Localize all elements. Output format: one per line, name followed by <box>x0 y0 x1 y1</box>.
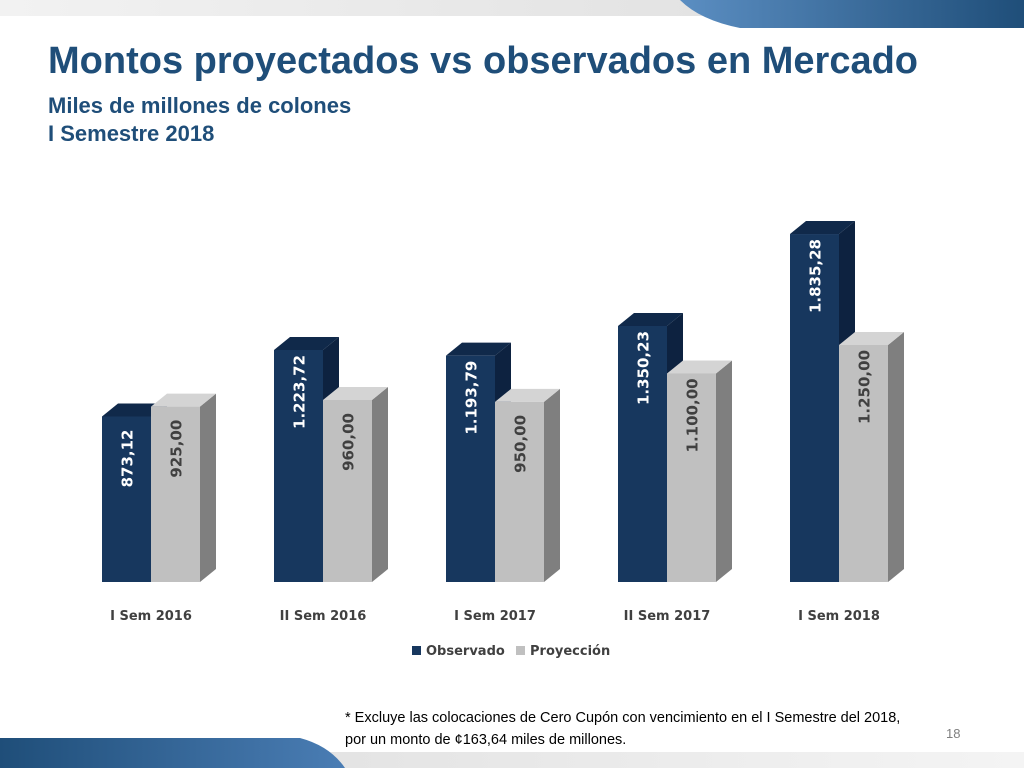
footnote: * Excluye las colocaciones de Cero Cupón… <box>345 710 901 748</box>
legend-label: Proyección <box>530 644 610 659</box>
data-label: 1.350,23 <box>635 331 653 405</box>
subtitle-period: I Semestre 2018 <box>48 121 215 146</box>
x-tick-label: II Sem 2017 <box>624 609 711 624</box>
data-label: 925,00 <box>168 420 186 478</box>
bar-proyeccion <box>323 386 388 582</box>
bar-proyeccion <box>839 332 904 582</box>
data-label: 1.100,00 <box>684 378 702 452</box>
data-label: 960,00 <box>340 413 358 471</box>
bar-proyeccion <box>667 360 732 582</box>
slide-subtitle: Miles de millones de colones I Semestre … <box>48 92 351 148</box>
bar-proyeccion <box>151 393 216 582</box>
data-label: 950,00 <box>512 415 530 473</box>
data-label: 1.250,00 <box>856 350 874 424</box>
data-label: 1.223,72 <box>291 355 309 429</box>
bar-proyeccion <box>495 388 560 582</box>
subtitle-units: Miles de millones de colones <box>48 93 352 118</box>
data-label: 1.835,28 <box>807 239 825 313</box>
legend-swatch <box>516 646 525 655</box>
header-decoration <box>0 0 1024 28</box>
x-tick-label: I Sem 2018 <box>798 609 880 624</box>
slide-title: Montos proyectados vs observados en Merc… <box>48 40 919 82</box>
x-tick-label: I Sem 2017 <box>454 609 536 624</box>
legend-swatch <box>412 646 421 655</box>
x-tick-label: II Sem 2016 <box>280 609 367 624</box>
x-tick-label: I Sem 2016 <box>110 609 192 624</box>
bar-chart: 873,12 1.223,72 1.193,79 1.350,23 1.835,28 92… <box>102 221 904 659</box>
data-label: 873,12 <box>119 430 137 488</box>
page-number: 18 <box>946 726 961 741</box>
data-label: 1.193,79 <box>463 361 481 435</box>
footer-decoration <box>0 738 1024 768</box>
legend-label: Observado <box>426 644 505 659</box>
